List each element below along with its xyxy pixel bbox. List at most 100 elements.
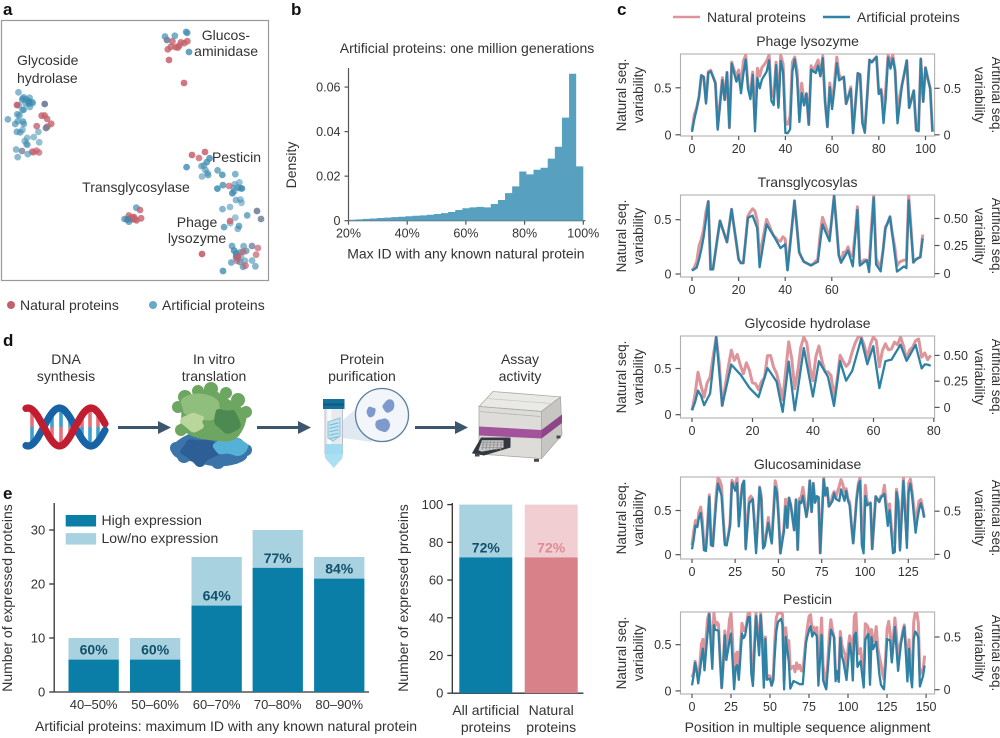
svg-text:150: 150 (916, 700, 937, 714)
svg-text:0: 0 (689, 283, 696, 297)
svg-text:hydrolase: hydrolase (17, 70, 78, 86)
svg-text:0: 0 (689, 424, 696, 438)
svg-text:DNA: DNA (51, 351, 81, 367)
svg-text:0.04: 0.04 (316, 125, 340, 139)
svg-text:Assay: Assay (501, 351, 539, 367)
svg-text:High expression: High expression (102, 512, 202, 528)
svg-text:Natural seq.: Natural seq. (614, 59, 629, 132)
svg-text:Density: Density (283, 142, 299, 189)
svg-text:0.25: 0.25 (944, 239, 968, 253)
svg-text:Transglycosylase: Transglycosylase (82, 179, 190, 195)
svg-text:10: 10 (31, 631, 45, 646)
svg-text:Artificial seq.: Artificial seq. (989, 615, 1000, 692)
svg-text:Transglycosylas: Transglycosylas (758, 174, 858, 190)
svg-text:60%: 60% (141, 642, 170, 658)
svg-text:Natural: Natural (529, 702, 574, 718)
svg-text:25: 25 (724, 700, 738, 714)
svg-text:Phage: Phage (177, 214, 218, 230)
svg-text:activity: activity (499, 368, 542, 384)
svg-text:a: a (3, 0, 13, 19)
svg-text:0: 0 (665, 408, 672, 422)
svg-text:variability: variability (972, 67, 987, 124)
svg-text:72%: 72% (472, 539, 501, 555)
svg-text:100: 100 (855, 565, 876, 579)
svg-text:0: 0 (689, 565, 696, 579)
svg-text:0.5: 0.5 (654, 81, 671, 95)
svg-text:84%: 84% (325, 561, 354, 577)
svg-text:60: 60 (867, 424, 881, 438)
svg-text:20: 20 (746, 424, 760, 438)
svg-text:Natural seq.: Natural seq. (614, 617, 629, 690)
svg-text:70–80%: 70–80% (254, 697, 302, 712)
svg-text:80: 80 (927, 424, 941, 438)
svg-text:50–60%: 50–60% (131, 697, 179, 712)
svg-text:60–70%: 60–70% (193, 697, 241, 712)
svg-text:Pesticin: Pesticin (783, 591, 832, 607)
svg-text:40–50%: 40–50% (70, 697, 118, 712)
svg-text:Natural seq.: Natural seq. (614, 200, 629, 273)
svg-text:lysozyme: lysozyme (168, 230, 227, 246)
svg-text:In vitro: In vitro (193, 351, 235, 367)
svg-text:0: 0 (665, 128, 672, 142)
svg-text:80%: 80% (512, 227, 537, 241)
svg-text:20%: 20% (336, 227, 361, 241)
svg-text:variability: variability (972, 625, 987, 682)
svg-text:0: 0 (436, 686, 443, 701)
svg-text:0.02: 0.02 (316, 170, 340, 184)
svg-text:25: 25 (728, 565, 742, 579)
svg-text:Natural proteins: Natural proteins (707, 9, 806, 25)
svg-text:proteins: proteins (461, 719, 511, 735)
svg-text:40%: 40% (395, 227, 420, 241)
svg-text:125: 125 (898, 565, 919, 579)
svg-text:20: 20 (429, 648, 443, 663)
svg-text:0.5: 0.5 (944, 82, 961, 96)
svg-text:100%: 100% (567, 227, 599, 241)
svg-text:variability: variability (631, 349, 646, 406)
svg-text:variability: variability (972, 490, 987, 547)
svg-text:d: d (3, 331, 13, 350)
svg-text:Number of expressed proteins: Number of expressed proteins (0, 504, 15, 692)
svg-text:Position in multiple sequence: Position in multiple sequence alignment (685, 719, 931, 735)
svg-text:50: 50 (763, 700, 777, 714)
svg-text:0: 0 (944, 548, 951, 562)
svg-text:20: 20 (732, 142, 746, 156)
svg-text:60: 60 (825, 142, 839, 156)
svg-text:0.5: 0.5 (654, 638, 671, 652)
svg-text:Max ID with any known natural: Max ID with any known natural protein (347, 246, 584, 262)
svg-text:proteins: proteins (526, 719, 576, 735)
svg-text:Artificial seq.: Artificial seq. (989, 57, 1000, 134)
svg-text:0.5: 0.5 (944, 505, 961, 519)
svg-text:Pesticin: Pesticin (212, 149, 261, 165)
svg-text:0.5: 0.5 (654, 504, 671, 518)
svg-text:variability: variability (631, 625, 646, 682)
svg-text:0.5: 0.5 (654, 362, 671, 376)
svg-text:aminidase: aminidase (194, 43, 258, 59)
svg-text:Artificial proteins: Artificial proteins (162, 297, 265, 313)
svg-text:50: 50 (771, 565, 785, 579)
svg-text:0.50: 0.50 (944, 212, 968, 226)
svg-text:0: 0 (665, 268, 672, 282)
svg-text:0: 0 (944, 683, 951, 697)
svg-text:77%: 77% (264, 550, 293, 566)
svg-text:60: 60 (825, 283, 839, 297)
svg-text:40: 40 (806, 424, 820, 438)
svg-text:75: 75 (815, 565, 829, 579)
svg-text:0.06: 0.06 (316, 81, 340, 95)
svg-text:Natural seq.: Natural seq. (614, 482, 629, 555)
svg-text:40: 40 (778, 283, 792, 297)
svg-text:Natural seq.: Natural seq. (614, 341, 629, 414)
svg-text:Phage lysozyme: Phage lysozyme (756, 33, 859, 49)
svg-text:purification: purification (328, 368, 396, 384)
svg-text:Artificial proteins: Artificial proteins (857, 9, 960, 25)
svg-text:80: 80 (429, 535, 443, 550)
svg-text:b: b (291, 0, 301, 19)
svg-text:Natural proteins: Natural proteins (20, 297, 119, 313)
svg-text:0: 0 (944, 267, 951, 281)
svg-text:0: 0 (665, 548, 672, 562)
svg-text:variability: variability (631, 490, 646, 547)
svg-text:Glycoside: Glycoside (17, 52, 79, 68)
svg-text:20: 20 (732, 283, 746, 297)
svg-text:0.25: 0.25 (944, 375, 968, 389)
svg-text:100: 100 (422, 497, 444, 512)
svg-text:Number of expressed proteins: Number of expressed proteins (395, 504, 411, 692)
